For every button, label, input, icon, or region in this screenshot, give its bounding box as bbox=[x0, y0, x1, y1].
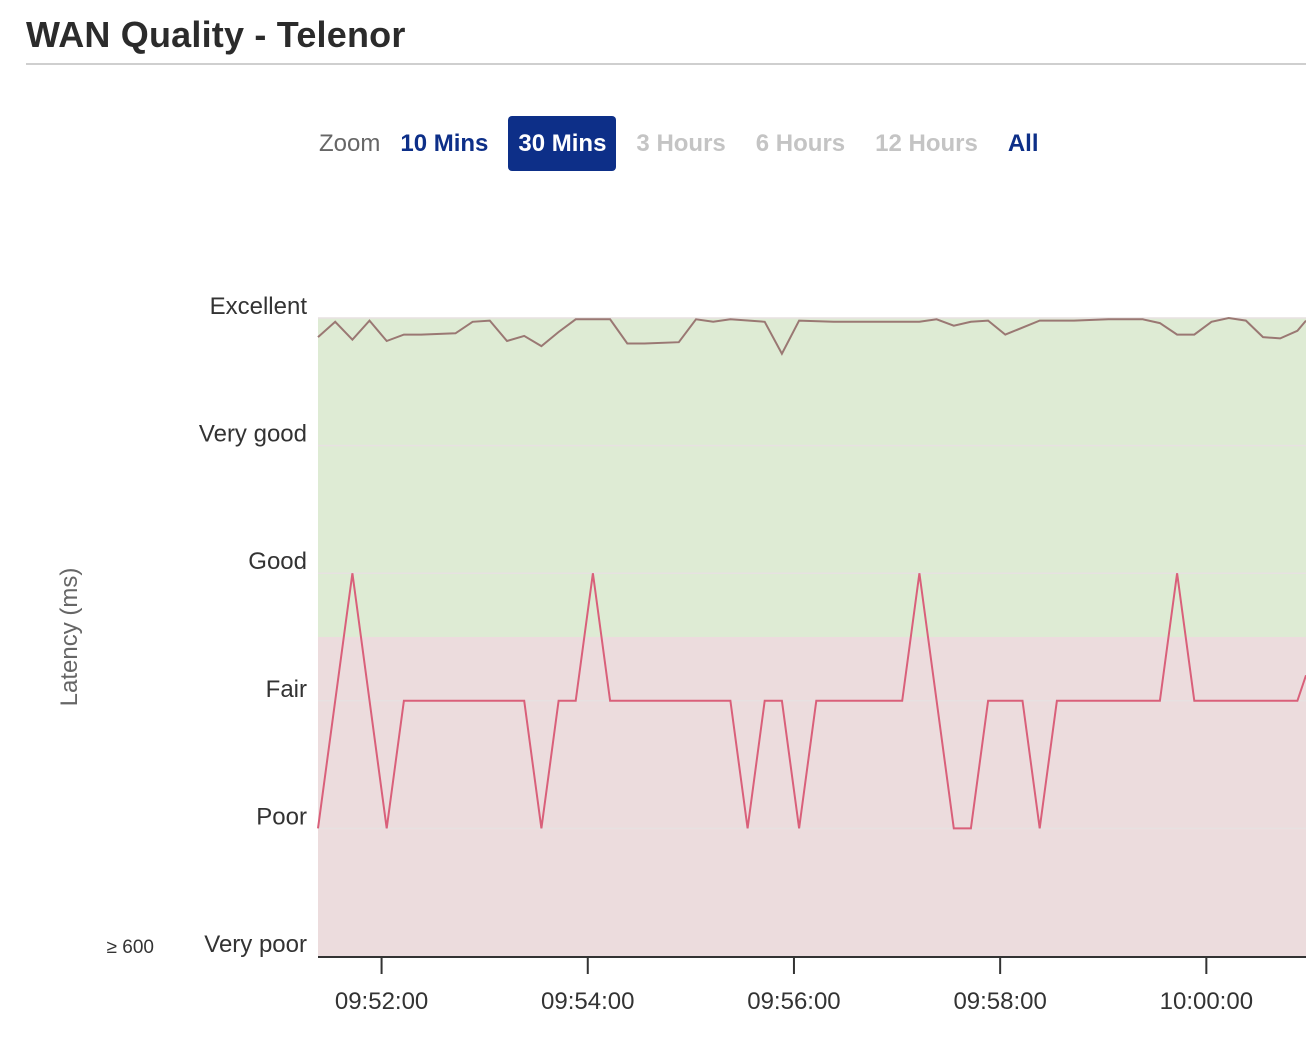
x-tick-label: 09:56:00 bbox=[747, 988, 840, 1015]
band-good bbox=[318, 318, 1306, 637]
zoom-all-button[interactable]: All bbox=[1007, 130, 1039, 157]
x-tick-label: 09:52:00 bbox=[335, 988, 428, 1015]
series-line-lower bbox=[317, 573, 1306, 830]
band-bad bbox=[318, 637, 1306, 956]
zoom-label: Zoom bbox=[319, 129, 381, 157]
y-axis-title: Latency (ms) bbox=[56, 568, 83, 707]
series-line-upper bbox=[317, 316, 1306, 356]
y-tick-label: Excellent bbox=[210, 293, 308, 320]
x-tick-label: 09:54:00 bbox=[541, 988, 634, 1015]
page-title: WAN Quality - Telenor bbox=[26, 14, 406, 55]
zoom-6-hours-button: 6 Hours bbox=[755, 130, 846, 157]
x-tick-label: 10:00:00 bbox=[1160, 988, 1253, 1015]
y-tick-label: Very good bbox=[199, 421, 307, 448]
y-tick-label: Fair bbox=[266, 676, 307, 703]
zoom-10-mins-button[interactable]: 10 Mins bbox=[400, 130, 489, 157]
y-floor-label: ≥ 600 bbox=[107, 937, 154, 958]
x-tick-label: 09:58:00 bbox=[953, 988, 1046, 1015]
y-tick-label: Very poor bbox=[204, 931, 307, 958]
y-tick-label: Good bbox=[248, 548, 307, 575]
zoom-3-hours-button: 3 Hours bbox=[636, 130, 726, 157]
zoom-selector: Zoom 10 Mins 30 Mins 3 Hours 6 Hours 12 … bbox=[310, 116, 1059, 171]
title-divider bbox=[26, 63, 1306, 65]
y-tick-label: Poor bbox=[256, 803, 307, 830]
zoom-12-hours-button: 12 Hours bbox=[875, 130, 978, 157]
zoom-30-mins-button[interactable]: 30 Mins bbox=[508, 116, 617, 171]
